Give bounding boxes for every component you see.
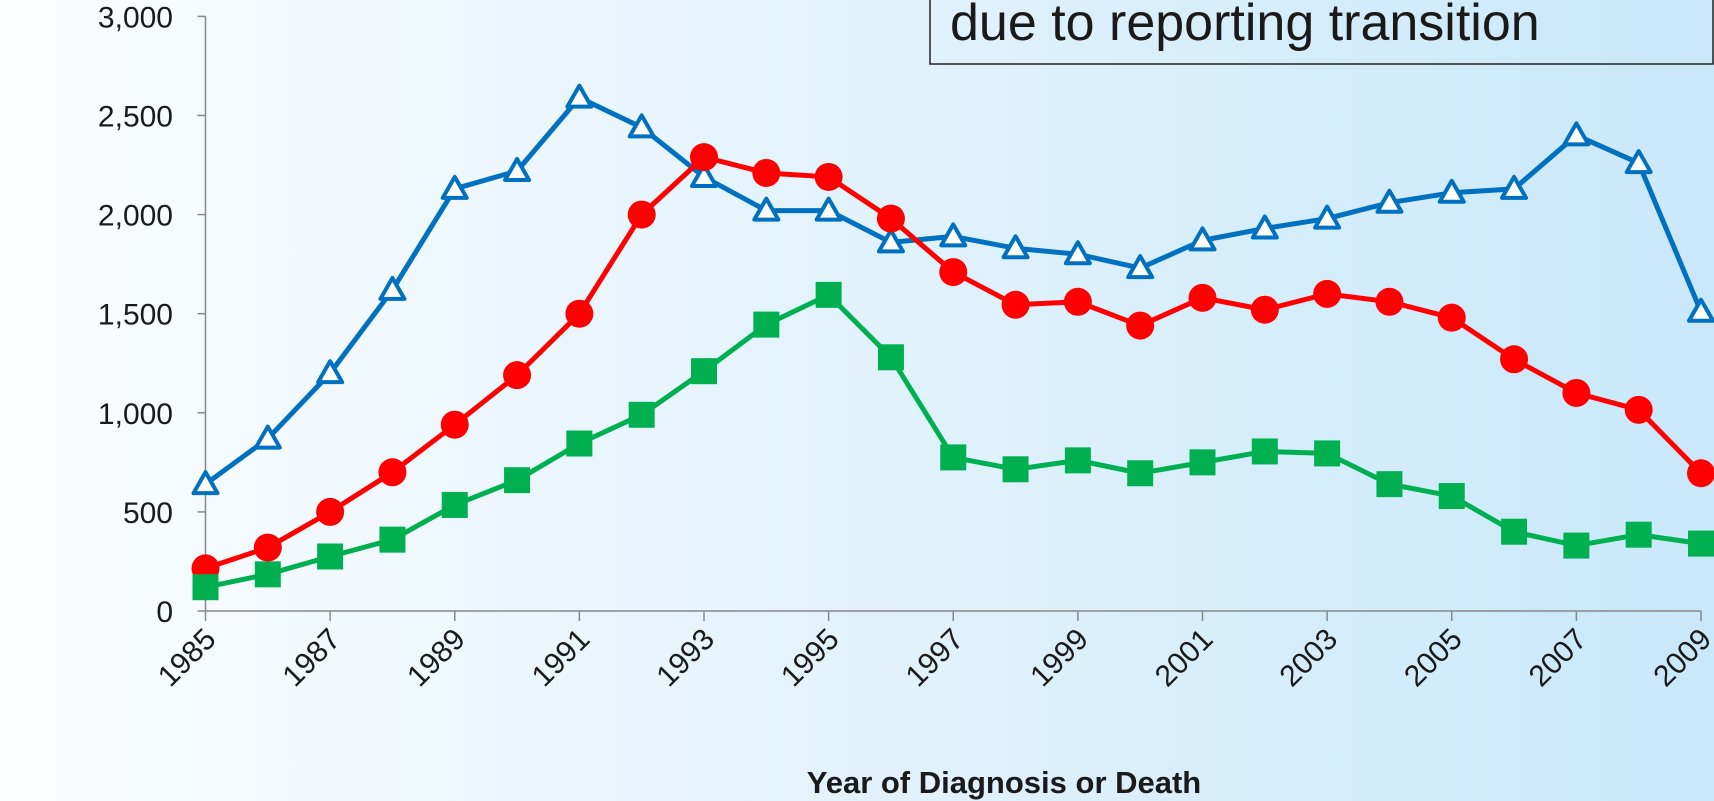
- point: [1624, 149, 1653, 175]
- point: [1437, 303, 1466, 332]
- point: [254, 561, 281, 588]
- point: [1625, 521, 1652, 548]
- point: [1188, 226, 1217, 252]
- point: [1437, 178, 1466, 204]
- y-tick-label: 2,000: [98, 200, 173, 233]
- point: [1500, 345, 1529, 374]
- point: [752, 196, 781, 222]
- annotation: due to reporting transition: [950, 0, 1540, 52]
- point: [378, 458, 407, 487]
- point: [378, 275, 407, 301]
- point: [939, 222, 968, 248]
- point: [814, 162, 843, 191]
- y-tick-label: 2,500: [98, 101, 173, 134]
- point: [1189, 449, 1216, 476]
- point: [379, 526, 406, 553]
- point: [1127, 460, 1154, 487]
- point: [753, 311, 780, 338]
- point: [1501, 518, 1528, 545]
- y-tick-label: 3,000: [98, 1, 173, 34]
- point: [1375, 287, 1404, 316]
- point: [1251, 438, 1278, 465]
- point: [192, 574, 219, 601]
- point: [1250, 214, 1279, 240]
- point: [253, 533, 282, 562]
- point: [565, 299, 594, 328]
- point: [690, 143, 718, 172]
- point: [1002, 456, 1029, 483]
- point: [1688, 530, 1714, 557]
- point: [627, 113, 656, 139]
- point: [1687, 297, 1714, 323]
- point: [1438, 483, 1465, 510]
- y-tick-label: 0: [156, 596, 173, 629]
- point: [1188, 283, 1217, 312]
- point: [814, 196, 843, 222]
- point: [877, 344, 904, 371]
- y-tick-label: 500: [123, 497, 173, 530]
- point: [939, 258, 968, 287]
- point: [1126, 254, 1155, 280]
- point: [1126, 311, 1155, 340]
- point: [565, 83, 594, 109]
- point: [1500, 174, 1529, 200]
- point: [690, 162, 718, 188]
- point: [566, 430, 593, 457]
- point: [1376, 471, 1403, 498]
- point: [1624, 395, 1653, 424]
- point: [1064, 447, 1091, 474]
- point: [876, 204, 905, 233]
- y-tick-label: 1,000: [98, 398, 173, 431]
- point: [316, 359, 345, 385]
- point: [940, 444, 967, 471]
- point: [1562, 378, 1591, 407]
- y-tick-label: 1,500: [98, 299, 173, 332]
- point: [1314, 440, 1341, 467]
- point: [752, 158, 781, 187]
- point: [1001, 290, 1030, 319]
- point: [440, 174, 469, 200]
- point: [1687, 459, 1714, 488]
- point: [504, 467, 531, 494]
- point: [1563, 532, 1590, 559]
- point: [1063, 240, 1092, 266]
- x-axis-title: Year of Diagnosis or Death: [807, 765, 1202, 800]
- point: [628, 401, 655, 428]
- point: [691, 358, 717, 385]
- point: [627, 200, 656, 229]
- point: [1001, 234, 1030, 260]
- point: [1562, 121, 1591, 147]
- point: [1313, 279, 1342, 308]
- point: [815, 281, 842, 308]
- point: [440, 410, 469, 439]
- point: [876, 228, 905, 254]
- point: [1313, 204, 1342, 230]
- point: [1250, 295, 1279, 324]
- annotation-box: [929, 0, 1714, 65]
- point: [317, 543, 344, 570]
- point: [191, 470, 220, 496]
- point: [1063, 287, 1092, 316]
- point: [503, 156, 532, 182]
- point: [253, 424, 282, 450]
- point: [441, 491, 468, 518]
- point: [1375, 188, 1404, 214]
- point: [503, 361, 532, 390]
- point: [316, 497, 345, 526]
